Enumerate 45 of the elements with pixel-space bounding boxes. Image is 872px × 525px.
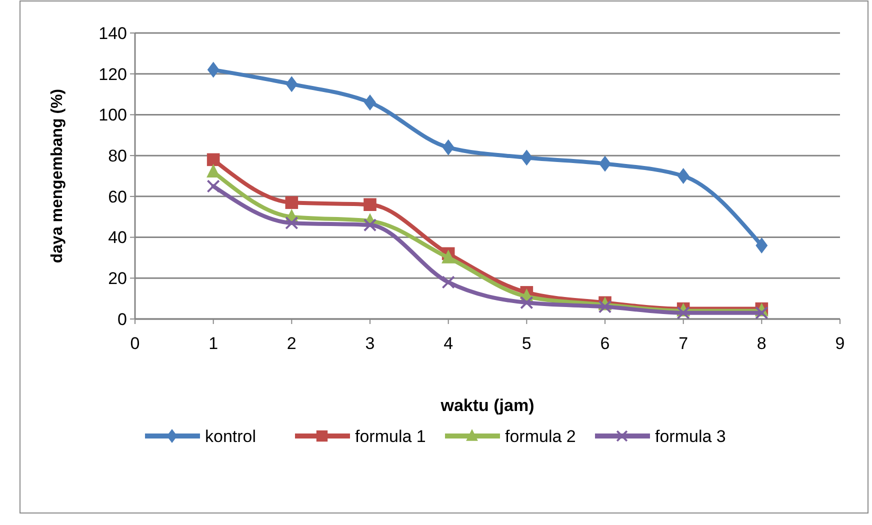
x-tick-label: 2 [286,334,296,353]
point [677,168,690,184]
point [206,164,220,178]
point [599,156,611,172]
point [520,150,533,166]
point [207,62,220,78]
point [755,306,768,320]
y-tick-label: 100 [98,106,127,125]
y-tick-label: 40 [108,228,127,248]
x-tick-label: 4 [444,334,454,353]
legend-label: formula 1 [355,426,426,446]
x-tick-label: 1 [208,334,218,353]
y-tick-label: 60 [108,187,127,206]
legend-label: formula 3 [655,426,726,446]
point [520,296,534,310]
y-tick-label: 20 [108,269,127,288]
point [286,76,298,92]
point [364,94,376,110]
point [756,237,768,254]
point [598,300,612,314]
x-tick-label: 5 [522,334,532,353]
point [285,216,298,230]
x-tick-label: 9 [835,334,845,353]
y-axis-title: daya mengembang (%) [49,88,66,264]
x-tick-label: 7 [678,334,688,353]
y-tick-label: 140 [98,24,127,43]
y-tick-label: 0 [118,310,127,329]
x-axis-title: waktu (jam) [440,396,534,415]
point [676,306,690,320]
legend-label: kontrol [205,426,256,446]
legend-label: formula 2 [505,426,576,446]
y-tick-label: 80 [108,146,127,166]
x-tick-label: 0 [130,334,140,353]
y-tick-label: 120 [98,64,127,84]
point [442,250,456,264]
point [442,276,455,289]
x-tick-label: 8 [756,334,766,353]
point [206,153,220,166]
x-tick-label: 3 [365,334,375,353]
x-tick-label: 6 [600,334,610,353]
point [442,139,454,156]
point [206,180,220,193]
point [363,218,377,232]
point [364,198,376,211]
point [285,196,298,209]
